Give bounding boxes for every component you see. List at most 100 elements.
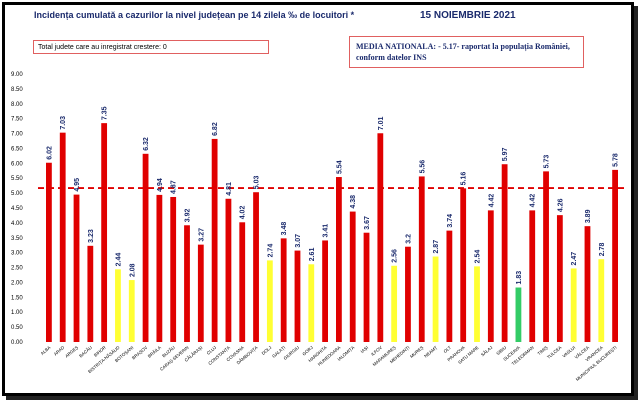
bar bbox=[156, 194, 163, 342]
x-tick-label: GIURGIU bbox=[283, 345, 301, 361]
y-tick-label: 8.50 bbox=[11, 87, 23, 93]
x-tick-label: BACĂU bbox=[78, 345, 93, 359]
value-label: 2.44 bbox=[115, 253, 122, 267]
value-label: 5.78 bbox=[613, 153, 620, 167]
value-label: 4.42 bbox=[488, 194, 495, 208]
y-tick-label: 3.50 bbox=[11, 236, 23, 242]
x-tick-label: BRAȘOV bbox=[131, 345, 148, 361]
x-tick-label: CLUJ bbox=[206, 345, 218, 356]
bar bbox=[142, 153, 149, 342]
y-tick-label: 0.00 bbox=[11, 340, 23, 346]
value-label: 3.48 bbox=[281, 222, 288, 236]
bar bbox=[487, 210, 494, 342]
value-label: 2.87 bbox=[433, 240, 440, 254]
bar bbox=[391, 265, 398, 342]
bar bbox=[87, 245, 94, 342]
bar bbox=[529, 210, 536, 342]
bar bbox=[446, 230, 453, 342]
value-label: 4.95 bbox=[74, 178, 81, 192]
x-tick-label: ALBA bbox=[40, 345, 52, 356]
y-tick-label: 5.00 bbox=[11, 191, 23, 197]
report-date: 15 NOIEMBRIE 2021 bbox=[420, 10, 516, 21]
value-label: 4.81 bbox=[226, 182, 233, 196]
value-label: 4.02 bbox=[240, 206, 247, 220]
x-tick-label: IAȘI bbox=[360, 345, 370, 354]
y-tick-label: 6.50 bbox=[11, 146, 23, 152]
bar bbox=[73, 194, 80, 342]
value-label: 3.41 bbox=[323, 224, 330, 238]
chart-title: Incidența cumulată a cazurilor la nivel … bbox=[34, 10, 355, 20]
bar bbox=[322, 240, 328, 342]
value-label: 2.78 bbox=[599, 242, 606, 256]
bar bbox=[170, 196, 177, 342]
x-tick-label: ARAD bbox=[53, 345, 66, 357]
y-tick-label: 6.00 bbox=[11, 161, 23, 167]
bar bbox=[184, 225, 190, 342]
y-tick-label: 0.50 bbox=[11, 325, 23, 331]
bar bbox=[59, 132, 66, 342]
value-label: 4.94 bbox=[157, 178, 164, 192]
y-tick-label: 7.00 bbox=[11, 132, 23, 138]
y-tick-label: 2.50 bbox=[11, 266, 23, 272]
bar bbox=[239, 222, 246, 342]
bar bbox=[432, 256, 439, 342]
bar bbox=[363, 232, 370, 342]
value-label: 5.56 bbox=[419, 160, 426, 174]
value-label: 4.42 bbox=[530, 194, 537, 208]
x-tick-label: GORJ bbox=[301, 345, 314, 357]
x-tick-label: BRĂILA bbox=[147, 345, 162, 359]
bars-group bbox=[46, 123, 618, 342]
value-label: 3.92 bbox=[185, 209, 192, 223]
bar bbox=[253, 192, 259, 342]
x-tick-label: NEAMȚ bbox=[423, 345, 438, 359]
bar bbox=[584, 226, 591, 342]
bar bbox=[460, 188, 467, 342]
x-tick-label: SIBIU bbox=[495, 345, 507, 356]
bar bbox=[211, 138, 218, 342]
bar bbox=[336, 177, 342, 342]
x-tick-label: SĂLAJ bbox=[480, 345, 494, 357]
value-label: 7.03 bbox=[60, 116, 67, 130]
value-label: 4.38 bbox=[350, 195, 357, 209]
value-label: 3.23 bbox=[88, 229, 95, 243]
bar bbox=[115, 269, 121, 342]
value-label: 3.07 bbox=[295, 234, 302, 248]
value-label: 6.02 bbox=[46, 146, 53, 160]
bar bbox=[128, 280, 135, 342]
value-label: 5.73 bbox=[544, 155, 551, 169]
bar bbox=[46, 162, 52, 342]
value-label: 4.87 bbox=[171, 180, 178, 194]
y-tick-label: 3.00 bbox=[11, 251, 23, 257]
x-tick-label: DOLJ bbox=[261, 345, 273, 356]
y-tick-label: 1.50 bbox=[11, 295, 23, 301]
x-tick-label: TIMIȘ bbox=[536, 345, 548, 356]
value-label: 7.35 bbox=[102, 106, 109, 120]
bar bbox=[543, 171, 549, 342]
bar bbox=[501, 164, 508, 342]
bar bbox=[570, 268, 577, 342]
value-label: 2.56 bbox=[392, 249, 399, 263]
value-label: 2.47 bbox=[571, 252, 578, 266]
bar bbox=[418, 176, 425, 342]
y-tick-label: 2.00 bbox=[11, 280, 23, 286]
value-label: 6.82 bbox=[212, 122, 219, 136]
bar bbox=[197, 244, 204, 342]
bar bbox=[294, 250, 301, 342]
value-label: 6.32 bbox=[143, 137, 150, 151]
national-average-box: MEDIA NATIONALA: - 5.17- raportat la pop… bbox=[349, 36, 584, 68]
value-label: 4.26 bbox=[557, 198, 564, 212]
y-tick-label: 5.50 bbox=[11, 176, 23, 182]
value-label: 3.67 bbox=[364, 216, 371, 230]
bar bbox=[556, 215, 563, 342]
x-tick-label: TULCEA bbox=[546, 345, 563, 360]
value-labels-group: 6.02 7.03 4.95 3.23 7.35 2.44 2.08 6.32 4.94 4.87… bbox=[46, 106, 619, 284]
x-tick-label: MUREȘ bbox=[409, 345, 424, 359]
y-tick-label: 7.50 bbox=[11, 117, 23, 123]
bar bbox=[405, 246, 411, 342]
y-tick-label: 9.00 bbox=[11, 72, 23, 78]
bar bbox=[225, 198, 232, 342]
value-label: 2.54 bbox=[475, 250, 482, 264]
x-tick-label: OLT bbox=[443, 345, 453, 354]
